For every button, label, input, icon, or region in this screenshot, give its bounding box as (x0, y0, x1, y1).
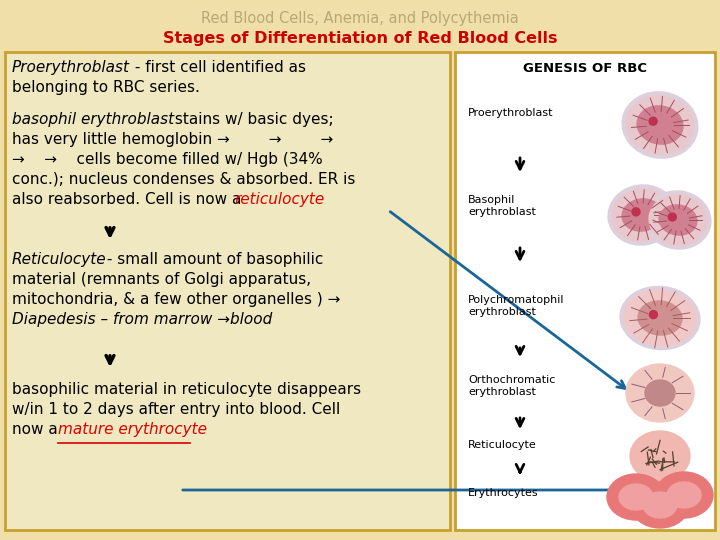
Ellipse shape (622, 92, 698, 158)
Text: material (remnants of Golgi apparatus,: material (remnants of Golgi apparatus, (12, 272, 311, 287)
Text: Basophil
erythroblast: Basophil erythroblast (468, 195, 536, 217)
Circle shape (649, 310, 657, 319)
Text: Proerythroblast: Proerythroblast (468, 108, 554, 118)
Text: stains w/ basic dyes;: stains w/ basic dyes; (170, 112, 333, 127)
Ellipse shape (631, 482, 689, 528)
Ellipse shape (608, 185, 676, 245)
Text: also reabsorbed. Cell is now a: also reabsorbed. Cell is now a (12, 192, 246, 207)
Ellipse shape (624, 291, 696, 346)
Ellipse shape (655, 472, 713, 518)
Text: Red Blood Cells, Anemia, and Polycythemia: Red Blood Cells, Anemia, and Polycythemi… (201, 10, 519, 25)
Ellipse shape (626, 364, 694, 422)
Text: - small amount of basophilic: - small amount of basophilic (102, 252, 323, 267)
FancyBboxPatch shape (455, 52, 715, 530)
Text: belonging to RBC series.: belonging to RBC series. (12, 80, 200, 95)
Text: Diapedesis – from marrow →blood: Diapedesis – from marrow →blood (12, 312, 272, 327)
Text: GENESIS OF RBC: GENESIS OF RBC (523, 62, 647, 75)
Ellipse shape (659, 205, 697, 235)
Circle shape (632, 208, 640, 216)
Ellipse shape (667, 482, 701, 508)
Ellipse shape (626, 96, 694, 154)
Ellipse shape (612, 189, 672, 241)
Text: Proerythroblast: Proerythroblast (12, 60, 130, 75)
Text: has very little hemoglobin →        →        →: has very little hemoglobin → → → (12, 132, 333, 147)
Text: Orthochromatic
erythroblast: Orthochromatic erythroblast (468, 375, 555, 396)
FancyBboxPatch shape (5, 52, 450, 530)
Text: w/in 1 to 2 days after entry into blood. Cell: w/in 1 to 2 days after entry into blood.… (12, 402, 341, 417)
Text: mitochondria, & a few other organelles ) →: mitochondria, & a few other organelles )… (12, 292, 341, 307)
Text: →    →    cells become filled w/ Hgb (34%: → → cells become filled w/ Hgb (34% (12, 152, 323, 167)
Text: basophil erythroblast: basophil erythroblast (12, 112, 174, 127)
Circle shape (668, 213, 676, 221)
Ellipse shape (607, 474, 665, 520)
Text: mature erythrocyte: mature erythrocyte (58, 422, 207, 437)
Text: Erythrocytes: Erythrocytes (468, 488, 539, 498)
Ellipse shape (645, 191, 711, 249)
Text: basophilic material in reticulocyte disappears: basophilic material in reticulocyte disa… (12, 382, 361, 397)
Text: Reticulocyte: Reticulocyte (468, 440, 536, 450)
Ellipse shape (649, 195, 707, 245)
Ellipse shape (619, 484, 653, 510)
Ellipse shape (630, 431, 690, 481)
Circle shape (649, 117, 657, 125)
Text: Stages of Differentiation of Red Blood Cells: Stages of Differentiation of Red Blood C… (163, 30, 557, 45)
Ellipse shape (638, 301, 682, 335)
Ellipse shape (645, 380, 675, 406)
Text: - first cell identified as: - first cell identified as (130, 60, 306, 75)
Text: conc.); nucleus condenses & absorbed. ER is: conc.); nucleus condenses & absorbed. ER… (12, 172, 356, 187)
Text: Polychromatophil
erythroblast: Polychromatophil erythroblast (468, 295, 564, 316)
Ellipse shape (622, 199, 662, 231)
Text: now a: now a (12, 422, 63, 437)
Ellipse shape (620, 286, 700, 349)
Text: reticulocyte: reticulocyte (234, 192, 324, 207)
Ellipse shape (637, 106, 683, 144)
Text: Reticulocyte: Reticulocyte (12, 252, 107, 267)
Ellipse shape (643, 492, 677, 518)
